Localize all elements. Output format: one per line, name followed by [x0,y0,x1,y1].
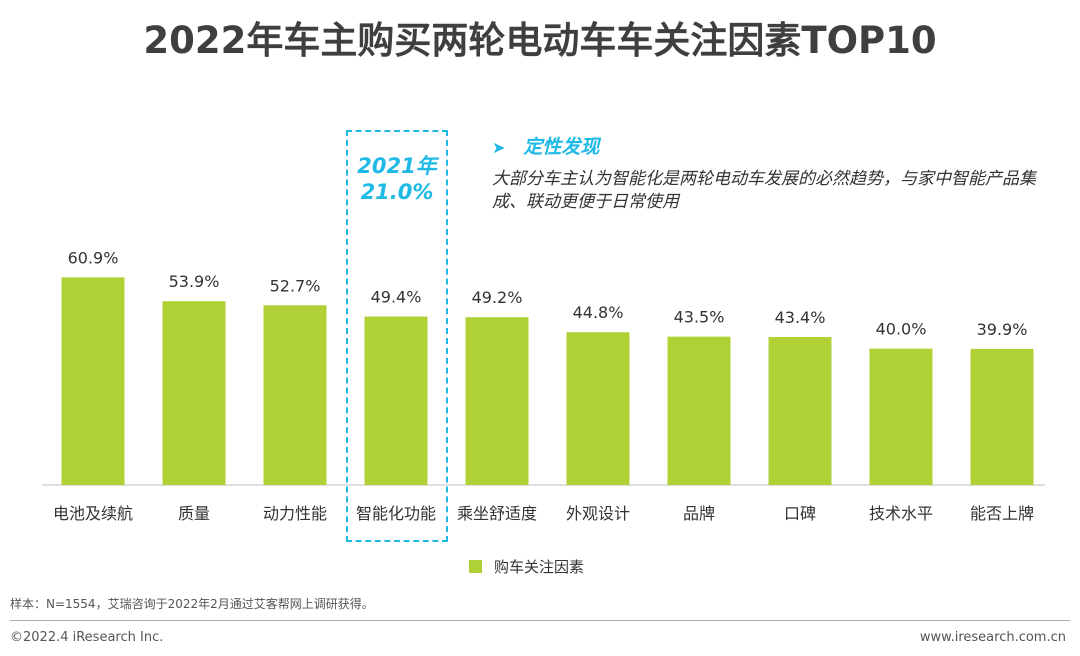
chart-title: 2022年车主购买两轮电动车车关注因素TOP10 [143,19,937,62]
highlight-box [346,130,448,542]
bar [869,348,933,485]
highlight-label: 2021年 21.0% [346,153,448,205]
sample-note: 样本：N=1554，艾瑞咨询于2022年2月通过艾客帮网上调研获得。 [10,597,374,611]
data-label: 52.7% [270,276,321,295]
category-label: 品牌 [683,504,715,523]
bar [970,348,1034,485]
footer-copyright: ©2022.4 iResearch Inc. [10,630,164,645]
footer-divider [10,620,1070,621]
category-label: 外观设计 [566,504,630,523]
category-label: 动力性能 [263,504,327,523]
data-label: 39.9% [977,320,1028,339]
category-label: 口碑 [784,504,816,523]
legend-swatch [469,560,482,573]
category-label: 电池及续航 [53,504,133,523]
category-label: 智能化功能 [356,504,436,523]
data-label: 49.2% [472,288,523,307]
footer-website[interactable]: www.iresearch.com.cn [919,630,1066,645]
category-label: 质量 [178,504,210,523]
data-label: 43.4% [775,308,826,327]
legend-label: 购车关注因素 [494,558,585,576]
category-label: 乘坐舒适度 [457,504,537,523]
note-heading-text: 定性发现 [523,136,600,158]
bar [768,337,832,485]
note-heading: ➤ 定性发现 [492,132,599,159]
arrow-icon: ➤ [492,138,506,157]
data-label: 53.9% [169,272,220,291]
highlight-year: 2021年 [357,154,437,178]
bar [263,305,327,485]
bar [465,317,529,485]
data-label: 44.8% [573,303,624,322]
legend: 购车关注因素 [469,556,584,577]
category-label: 能否上牌 [970,504,1034,523]
note-body: 大部分车主认为智能化是两轮电动车发展的必然趋势，与家中智能产品集成、联动更便于日… [492,169,1036,212]
bar [162,301,226,485]
data-label: 43.5% [674,308,725,327]
bar [566,332,630,485]
data-label: 40.0% [876,320,927,339]
highlight-value: 21.0% [360,180,434,204]
data-label: 60.9% [68,248,119,267]
data-label: 49.4% [371,288,422,307]
bar [364,316,428,485]
bar [61,277,125,485]
category-label: 技术水平 [869,504,933,523]
bar [667,336,731,485]
